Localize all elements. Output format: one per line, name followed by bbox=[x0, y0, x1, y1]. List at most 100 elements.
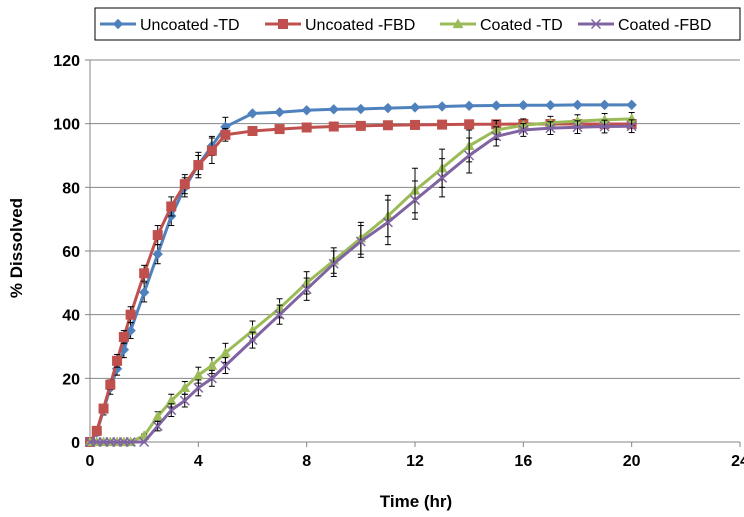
legend-entry: Uncoated -TD bbox=[100, 17, 240, 34]
data-point bbox=[382, 102, 394, 114]
data-point bbox=[545, 99, 556, 111]
data-point bbox=[464, 119, 475, 130]
data-point bbox=[409, 195, 421, 206]
data-point bbox=[518, 99, 529, 111]
data-point bbox=[355, 120, 366, 131]
data-point bbox=[491, 100, 502, 111]
y-axis-label: % Dissolved bbox=[7, 198, 26, 298]
y-tick-label: 20 bbox=[62, 371, 80, 388]
data-point bbox=[437, 172, 448, 183]
legend-entry: Coated -TD bbox=[440, 17, 563, 34]
series-3 bbox=[84, 112, 638, 447]
data-point bbox=[152, 230, 163, 241]
data-point bbox=[179, 179, 190, 190]
data-point bbox=[626, 99, 637, 111]
legend-marker bbox=[278, 19, 288, 29]
series-line bbox=[90, 117, 632, 444]
data-point bbox=[166, 405, 177, 416]
data-point bbox=[206, 373, 217, 384]
data-point bbox=[410, 119, 420, 130]
data-point bbox=[328, 121, 339, 132]
data-point bbox=[518, 125, 529, 136]
data-point bbox=[105, 379, 116, 390]
y-tick-label: 100 bbox=[53, 117, 80, 134]
data-point bbox=[112, 355, 123, 366]
legend-marker bbox=[590, 18, 602, 30]
y-tick-label: 0 bbox=[71, 435, 80, 452]
legend-label: Uncoated -FBD bbox=[305, 17, 415, 34]
x-tick-label: 12 bbox=[406, 453, 424, 470]
data-point bbox=[491, 131, 502, 142]
x-tick-label: 16 bbox=[514, 453, 532, 470]
axes: 0 20 40 60 80 100 120 0 4 8 12 16 20 24 bbox=[53, 53, 744, 470]
data-point bbox=[179, 395, 190, 406]
data-point bbox=[125, 436, 136, 448]
data-point bbox=[139, 436, 150, 448]
series-4 bbox=[84, 119, 637, 448]
data-point bbox=[301, 284, 312, 295]
legend-label: Coated -TD bbox=[480, 17, 563, 34]
data-point bbox=[599, 99, 610, 111]
data-point bbox=[463, 100, 475, 112]
data-point bbox=[220, 129, 231, 140]
data-point bbox=[247, 125, 258, 136]
data-point bbox=[572, 122, 583, 133]
x-tick-label: 4 bbox=[194, 453, 203, 470]
data-point bbox=[247, 335, 258, 346]
y-tick-label: 60 bbox=[62, 244, 80, 261]
x-tick-label: 20 bbox=[623, 453, 641, 470]
series-line bbox=[88, 103, 632, 443]
data-point bbox=[274, 106, 285, 118]
series-2 bbox=[85, 118, 637, 447]
y-tick-label: 80 bbox=[62, 180, 80, 197]
data-point bbox=[138, 287, 150, 298]
data-point bbox=[152, 411, 164, 421]
data-point bbox=[545, 123, 556, 134]
legend-entry: Uncoated -FBD bbox=[265, 17, 415, 34]
data-point bbox=[206, 360, 218, 370]
data-point bbox=[274, 309, 285, 320]
legend-box bbox=[94, 7, 741, 41]
data-point bbox=[437, 119, 448, 130]
plot-area bbox=[84, 99, 638, 448]
data-point bbox=[274, 124, 285, 135]
data-point bbox=[355, 103, 367, 115]
data-point bbox=[301, 105, 312, 116]
legend-marker bbox=[112, 18, 124, 30]
x-tick-label: 0 bbox=[86, 453, 95, 470]
data-point bbox=[152, 421, 163, 432]
x-tick-label: 24 bbox=[731, 453, 744, 470]
x-axis-label: Time (hr) bbox=[380, 492, 452, 511]
data-point bbox=[193, 160, 204, 171]
data-point bbox=[626, 121, 637, 132]
data-point bbox=[152, 248, 163, 260]
y-tick-label: 40 bbox=[62, 308, 80, 325]
data-point bbox=[98, 403, 109, 414]
legend-label: Coated -FBD bbox=[618, 17, 711, 34]
data-point bbox=[193, 382, 204, 393]
legend-entry: Coated -FBD bbox=[578, 17, 711, 34]
data-point bbox=[409, 102, 421, 113]
data-point bbox=[382, 120, 393, 131]
y-tick-label: 120 bbox=[53, 53, 80, 70]
data-point bbox=[301, 122, 312, 133]
legend-label: Uncoated -TD bbox=[140, 17, 240, 34]
data-point bbox=[139, 268, 150, 279]
data-point bbox=[125, 309, 136, 320]
data-point bbox=[91, 425, 102, 436]
data-point bbox=[382, 217, 393, 228]
data-point bbox=[220, 360, 231, 371]
data-point bbox=[572, 99, 583, 111]
data-point bbox=[206, 145, 217, 156]
data-point bbox=[247, 108, 258, 119]
data-point bbox=[599, 121, 610, 132]
data-point bbox=[436, 101, 448, 112]
series-1 bbox=[84, 99, 637, 448]
legend: Uncoated -TD Uncoated -FBD Coated -TD Coate… bbox=[94, 7, 741, 41]
data-point bbox=[220, 347, 231, 357]
data-point bbox=[328, 258, 339, 269]
data-point bbox=[328, 104, 339, 115]
legend-marker bbox=[452, 18, 464, 29]
data-point bbox=[355, 236, 366, 247]
